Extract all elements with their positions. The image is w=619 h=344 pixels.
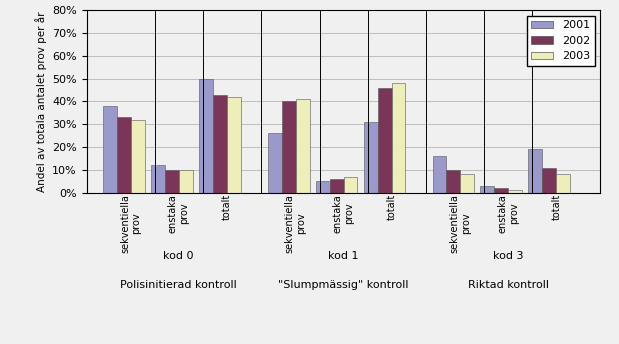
Text: kod 3: kod 3	[493, 251, 524, 261]
Bar	[542, 168, 556, 193]
Bar	[344, 177, 358, 193]
Bar	[267, 133, 282, 193]
Bar	[316, 181, 330, 193]
Bar	[433, 156, 446, 193]
Bar	[179, 170, 193, 193]
Bar	[199, 79, 213, 193]
Bar	[213, 95, 227, 193]
Bar	[529, 149, 542, 193]
Bar	[131, 120, 145, 193]
Legend: 2001, 2002, 2003: 2001, 2002, 2003	[527, 16, 595, 66]
Text: "Slumpmässig" kontroll: "Slumpmässig" kontroll	[279, 280, 409, 290]
Text: Polisinitierad kontroll: Polisinitierad kontroll	[120, 280, 237, 290]
Bar	[330, 179, 344, 193]
Bar	[556, 174, 570, 193]
Text: Riktad kontroll: Riktad kontroll	[468, 280, 549, 290]
Y-axis label: Andel av totala antalet prov per år: Andel av totala antalet prov per år	[35, 11, 46, 192]
Bar	[461, 174, 474, 193]
Text: kod 1: kod 1	[328, 251, 359, 261]
Bar	[508, 190, 522, 193]
Bar	[296, 99, 310, 193]
Bar	[364, 122, 378, 193]
Bar	[165, 170, 179, 193]
Text: kod 0: kod 0	[163, 251, 194, 261]
Bar	[117, 117, 131, 193]
Bar	[392, 83, 405, 193]
Bar	[227, 97, 241, 193]
Bar	[495, 188, 508, 193]
Bar	[151, 165, 165, 193]
Bar	[446, 170, 461, 193]
Bar	[378, 88, 392, 193]
Bar	[480, 186, 495, 193]
Bar	[103, 106, 117, 193]
Bar	[282, 101, 296, 193]
